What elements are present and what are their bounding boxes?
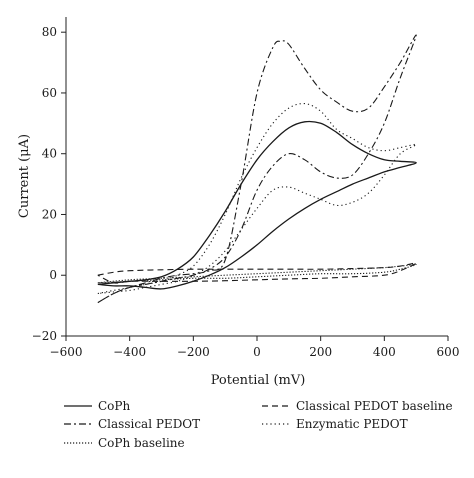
legend: CoPh Classical PEDOT CoPh baseline Classica…: [64, 399, 453, 450]
legend-label: CoPh: [98, 399, 130, 413]
x-tick-label: 600: [437, 345, 460, 359]
legend-label: Classical PEDOT: [98, 417, 200, 431]
y-tick-label: 0: [49, 268, 57, 282]
legend-label: Classical PEDOT baseline: [296, 399, 453, 413]
series-layer: [97, 34, 417, 304]
x-axis-label: Potential (mV): [211, 373, 306, 388]
y-tick-label: 20: [42, 207, 57, 221]
x-tick-label: 200: [309, 345, 332, 359]
y-axis-label: Current (μA): [17, 134, 32, 218]
legend-item: CoPh baseline: [64, 436, 185, 450]
legend-item: Classical PEDOT baseline: [262, 399, 453, 413]
legend-label: CoPh baseline: [98, 436, 185, 450]
legend-item: CoPh: [64, 399, 130, 413]
series-line-coph: [97, 120, 417, 290]
x-tick-label: −600: [50, 345, 83, 359]
series-line-classical-pedot: [97, 34, 417, 304]
y-tick-label: 60: [42, 86, 57, 100]
legend-item: Enzymatic PEDOT: [262, 417, 408, 431]
x-tick-label: −200: [177, 345, 210, 359]
series-line-classical-pedot-baseline: [97, 262, 417, 284]
x-tick-label: 0: [253, 345, 261, 359]
x-tick-label: −400: [113, 345, 146, 359]
series-line-enzymatic-pedot: [97, 102, 417, 295]
series-line-coph-baseline: [97, 263, 417, 284]
x-tick-label: 400: [373, 345, 396, 359]
legend-label: Enzymatic PEDOT: [296, 417, 408, 431]
y-tick-label: −20: [32, 329, 57, 343]
legend-item: Classical PEDOT: [64, 417, 200, 431]
y-tick-label: 80: [42, 25, 57, 39]
y-tick-label: 40: [42, 147, 57, 161]
